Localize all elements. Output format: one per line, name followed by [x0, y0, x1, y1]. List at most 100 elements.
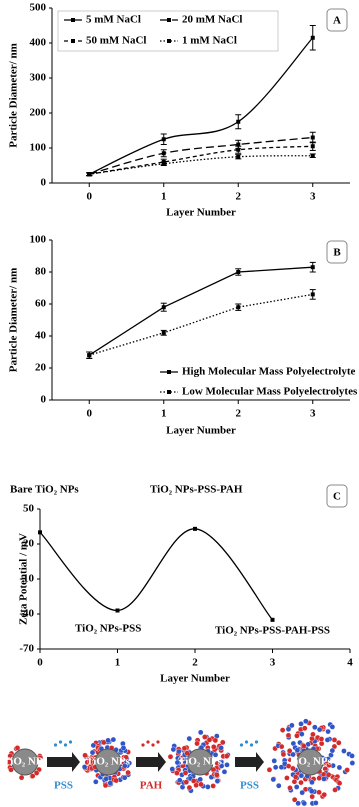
polymer-dot — [285, 726, 292, 733]
core — [94, 748, 122, 776]
polymer-dot — [329, 724, 336, 730]
x-tick-label: 2 — [236, 408, 242, 420]
polymer-dot — [93, 778, 99, 785]
core — [296, 748, 324, 776]
polymer-dot — [275, 782, 282, 789]
polymer-dot — [218, 763, 225, 769]
marker — [310, 153, 315, 158]
marker — [310, 292, 315, 297]
polymer-dot — [284, 775, 290, 781]
polymer-dot — [212, 751, 219, 758]
polymer-dot — [349, 760, 356, 766]
legend-box — [57, 10, 279, 52]
polymer-dot — [113, 777, 119, 784]
polymer-dot — [285, 732, 292, 739]
polymer-dot — [120, 745, 127, 751]
legend-marker — [71, 39, 75, 43]
polymer-dot — [176, 777, 183, 784]
x-tick-label: 3 — [270, 657, 276, 669]
polymer-dot — [310, 731, 316, 738]
polymer-dot — [336, 739, 342, 746]
polymer-dot — [186, 784, 193, 791]
x-tick-label: 0 — [87, 191, 93, 203]
x-tick-label: 0 — [87, 408, 93, 420]
polymer-dot — [121, 774, 128, 781]
polymer-dot — [290, 765, 296, 772]
marker — [270, 617, 275, 622]
x-tick-label: 1 — [161, 191, 167, 203]
series-line — [89, 136, 313, 175]
particle-label: TiO₂ NPs — [86, 756, 130, 768]
x-tick-label: 1 — [161, 408, 167, 420]
polymer-dot — [105, 737, 111, 744]
annotation: Bare TiO₂ NPs — [10, 484, 79, 496]
polymer-dot — [37, 754, 44, 761]
polymer-dot — [291, 778, 298, 785]
y-axis-title: Particle Diameter/ nm — [8, 43, 20, 147]
panel-label: B — [333, 247, 341, 259]
marker — [87, 172, 92, 177]
step-dot — [58, 740, 63, 744]
step-label: PAH — [140, 780, 163, 792]
polymer-dot — [176, 748, 182, 755]
step-dot — [68, 740, 73, 744]
legend-label: Low Molecular Mass Polyelectrolytes — [182, 386, 358, 398]
annotation: TiO₂ NPs-PSS-PAH-PSS — [215, 625, 330, 637]
polymer-dot — [292, 774, 299, 780]
particle: TiO₂ NPs — [81, 736, 133, 789]
marker — [310, 35, 315, 40]
y-tick-label: 20 — [23, 538, 35, 550]
polymer-dot — [290, 751, 296, 758]
polymer-dot — [295, 800, 301, 807]
y-tick-label: -40 — [19, 608, 34, 620]
step-dot — [63, 743, 68, 747]
y-axis-title: Zeta Potential / mV — [18, 533, 30, 625]
marker — [236, 147, 241, 152]
polymer-dot — [181, 745, 188, 752]
marker — [38, 530, 42, 535]
polymer-dot — [90, 742, 97, 749]
polymer-dot — [309, 779, 315, 786]
polymer-dot — [103, 776, 109, 782]
panel-label: C — [333, 491, 341, 503]
polymer-dot — [167, 753, 174, 760]
marker — [161, 161, 166, 166]
step-dot — [254, 740, 259, 744]
x-tick-label: 0 — [37, 657, 43, 669]
legend-marker — [167, 18, 171, 22]
polymer-dot — [336, 780, 343, 787]
polymer-dot — [321, 791, 328, 798]
legend-label: 1 mM NaCl — [182, 35, 237, 47]
polymer-dot — [186, 735, 193, 742]
particle-label: TiO₂ NPs — [3, 756, 47, 768]
polymer-dot — [316, 775, 322, 781]
marker — [236, 305, 241, 310]
step-dot — [146, 740, 150, 744]
polymer-dot — [303, 718, 309, 725]
legend-label: 5 mM NaCl — [86, 14, 141, 26]
polymer-dot — [325, 728, 331, 735]
polymer-dot — [279, 727, 286, 733]
marker — [236, 142, 241, 147]
polymer-dot — [8, 766, 14, 773]
legend-label: High Molecular Mass Polyelectrolyte — [182, 366, 356, 378]
polymer-dot — [301, 725, 308, 732]
polymer-dot — [289, 722, 295, 729]
polymer-dot — [221, 768, 228, 775]
polymer-dot — [341, 748, 347, 754]
polymer-dot — [190, 778, 197, 784]
legend-marker — [71, 18, 75, 22]
panel-label-box — [326, 240, 348, 264]
polymer-dot — [294, 732, 300, 739]
panel-label-box — [326, 484, 348, 508]
step-label: PSS — [240, 780, 259, 792]
particle-label: TiO₂ NPs — [178, 756, 222, 768]
y-tick-label: 0 — [41, 394, 47, 406]
y-tick-label: -70 — [19, 643, 34, 655]
y-tick-label: 400 — [30, 37, 47, 49]
y-tick-label: 200 — [30, 107, 47, 119]
polymer-dot — [298, 779, 304, 786]
x-axis-title: Layer Number — [166, 207, 236, 219]
series-line — [88, 266, 313, 356]
